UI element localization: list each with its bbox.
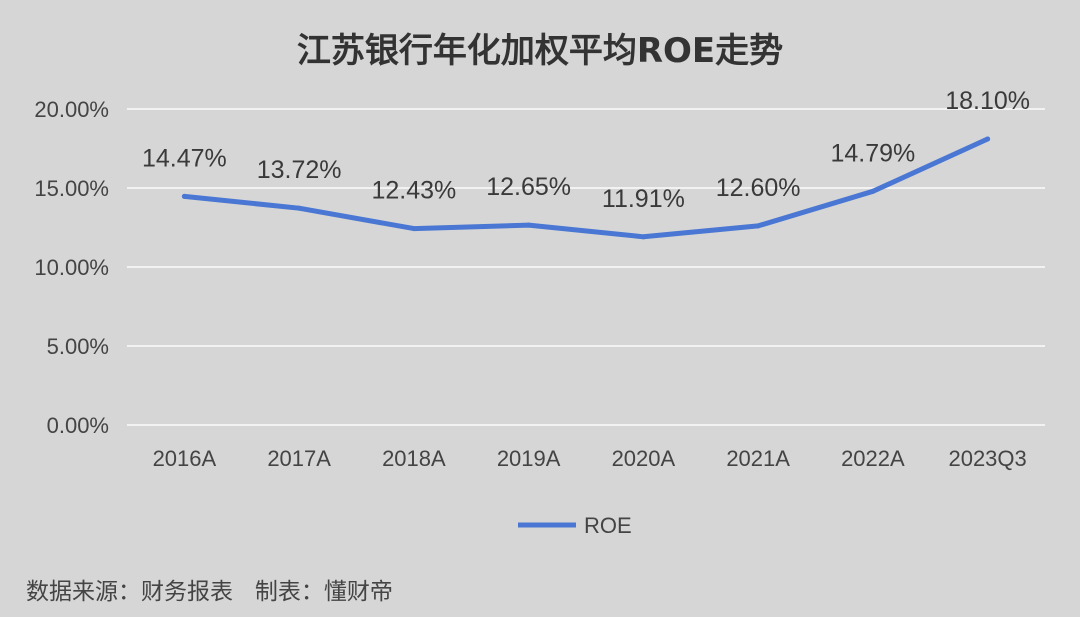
data-labels: 14.47% 13.72% 12.43% 12.65% 11.91% 12.60% 14.7…: [142, 87, 1030, 213]
legend-label-roe: ROE: [584, 513, 632, 538]
y-tick-label: 0.00%: [47, 413, 109, 438]
x-axis-ticks: 2016A 2017A 2018A 2019A 2020A 2021A 2022A 2023Q…: [153, 446, 1027, 471]
x-tick-label: 2019A: [497, 446, 561, 471]
data-label: 14.47%: [142, 144, 227, 172]
data-label: 13.72%: [257, 156, 342, 184]
roe-point: [296, 205, 302, 211]
roe-point: [411, 226, 417, 232]
data-label: 12.60%: [716, 174, 801, 202]
roe-line: [181, 136, 991, 240]
data-label: 12.43%: [371, 177, 456, 205]
roe-point: [755, 223, 761, 229]
source-note: 数据来源：财务报表 制表：懂财帝: [26, 579, 393, 605]
x-tick-label: 2017A: [267, 446, 331, 471]
data-label: 12.65%: [486, 173, 571, 201]
data-label: 18.10%: [945, 87, 1030, 115]
data-label: 14.79%: [830, 139, 915, 167]
x-tick-label: 2023Q3: [948, 446, 1026, 471]
legend: ROE: [518, 513, 632, 538]
y-axis-ticks: 0.00% 5.00% 10.00% 15.00% 20.00%: [34, 97, 109, 438]
roe-point: [526, 222, 532, 228]
data-label: 11.91%: [602, 185, 685, 213]
x-tick-label: 2016A: [153, 446, 217, 471]
x-tick-label: 2022A: [841, 446, 905, 471]
x-tick-label: 2018A: [382, 446, 446, 471]
y-tick-label: 20.00%: [34, 97, 109, 122]
roe-point: [985, 136, 991, 142]
x-tick-label: 2021A: [726, 446, 790, 471]
roe-point: [181, 193, 187, 199]
roe-point: [870, 188, 876, 194]
y-tick-label: 15.00%: [34, 176, 109, 201]
chart-title: 江苏银行年化加权平均ROE走势: [297, 31, 783, 71]
x-tick-label: 2020A: [612, 446, 676, 471]
roe-series: [181, 136, 991, 240]
y-tick-label: 10.00%: [34, 255, 109, 280]
gridlines: [127, 108, 1045, 426]
y-tick-label: 5.00%: [47, 334, 109, 359]
roe-point: [640, 234, 646, 240]
